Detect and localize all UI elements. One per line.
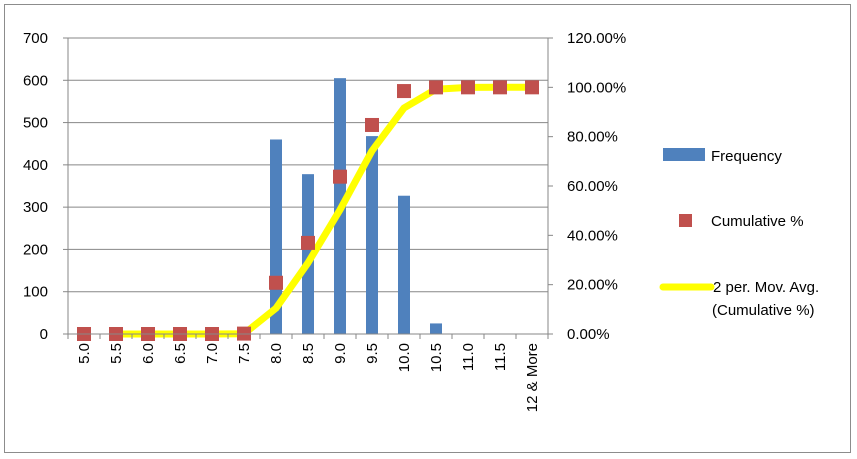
bar xyxy=(302,174,314,334)
legend-movavg-label: 2 per. Mov. Avg. xyxy=(713,279,819,296)
x-tick-label: 7.5 xyxy=(236,343,253,364)
cumulative-marker xyxy=(429,80,443,95)
x-tick-label: 11.5 xyxy=(492,343,509,371)
legend-cumulative-label: Cumulative % xyxy=(711,213,804,230)
legend-frequency-swatch xyxy=(663,148,705,161)
x-tick-label: 9.5 xyxy=(364,343,381,364)
y2-tick-label: 60.00% xyxy=(567,178,618,195)
chart-frame xyxy=(4,4,851,453)
legend: Frequency Cumulative % 2 per. Mov. Avg. … xyxy=(659,148,819,319)
y-tick-label: 100 xyxy=(23,284,48,301)
y2-tick-label: 40.00% xyxy=(567,227,618,244)
gridlines xyxy=(68,37,548,293)
y2-tick-label: 120.00% xyxy=(567,30,626,47)
y2-tick-label: 0.00% xyxy=(567,326,610,343)
x-tick-label: 7.0 xyxy=(204,343,221,364)
cumulative-marker xyxy=(365,117,379,132)
cumulative-marker xyxy=(461,80,475,95)
cumulative-marker xyxy=(301,235,315,250)
x-tick-label: 6.0 xyxy=(140,343,157,364)
x-tick-label: 5.0 xyxy=(76,343,93,364)
legend-movavg-label-line2: (Cumulative %) xyxy=(712,302,815,319)
cumulative-marker xyxy=(333,169,347,184)
frequency-bars xyxy=(270,78,442,335)
x-tick-label: 10.0 xyxy=(396,343,413,372)
y-tick-label: 500 xyxy=(23,115,48,132)
y-tick-label: 300 xyxy=(23,199,48,216)
x-tick-label: 8.5 xyxy=(300,343,317,364)
y-tick-label: 200 xyxy=(23,241,48,258)
y2-tick-label: 100.00% xyxy=(567,79,626,96)
legend-frequency-label: Frequency xyxy=(711,148,782,165)
x-tick-label: 12 & More xyxy=(524,343,541,412)
bar xyxy=(366,136,378,334)
cumulative-markers xyxy=(77,80,539,341)
x-tick-label: 8.0 xyxy=(268,343,285,364)
x-tick-label: 10.5 xyxy=(428,343,445,372)
x-tick-label: 11.0 xyxy=(460,343,477,371)
x-tick-label: 9.0 xyxy=(332,343,349,364)
cumulative-marker xyxy=(493,80,507,95)
y-tick-label: 400 xyxy=(23,157,48,174)
x-tick-label: 5.5 xyxy=(108,343,125,364)
axes xyxy=(63,37,553,339)
cumulative-marker xyxy=(397,84,411,99)
x-tick-label: 6.5 xyxy=(172,343,189,364)
moving-average-line xyxy=(112,83,536,338)
y-tick-label: 600 xyxy=(23,72,48,89)
legend-cumulative-swatch xyxy=(679,214,692,227)
moving-average-path xyxy=(112,83,536,338)
left-axis-ticks: 0 100 200 300 400 500 600 700 xyxy=(23,30,48,343)
bar xyxy=(430,323,442,334)
y2-tick-label: 80.00% xyxy=(567,129,618,146)
x-axis-ticks: 5.0 5.5 6.0 6.5 7.0 7.5 8.0 8.5 9.0 9.5 10.0 10.5 11… xyxy=(76,343,541,412)
right-axis-ticks: 0.00% 20.00% 40.00% 60.00% 80.00% 100.00% 120.… xyxy=(567,30,626,343)
y-tick-label: 700 xyxy=(23,30,48,47)
bar xyxy=(398,195,410,334)
cumulative-marker xyxy=(269,275,283,290)
y2-tick-label: 20.00% xyxy=(567,277,618,294)
cumulative-marker xyxy=(525,80,539,95)
y-tick-label: 0 xyxy=(40,326,48,343)
